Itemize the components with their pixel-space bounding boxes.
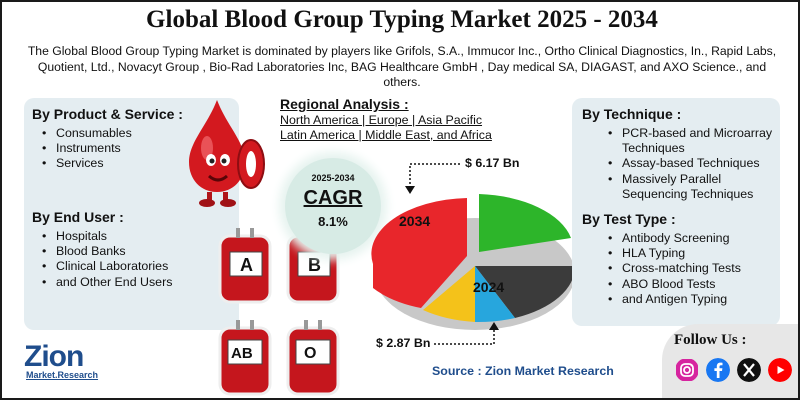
list-item: Cross-matching Tests (606, 261, 774, 276)
cagr-circle (285, 158, 381, 254)
source-text: Source : Zion Market Research (432, 364, 614, 378)
blood-bag-label: AB (231, 345, 253, 362)
end-user-title: By End User : (32, 209, 124, 225)
cagr-years: 2025-2034 (311, 173, 355, 183)
region-line-1: North America | Europe | Asia Pacific (280, 113, 483, 127)
list-item: PCR-based and Microarray Techniques (606, 126, 774, 156)
test-type-list: Antibody Screening HLA Typing Cross-matc… (606, 231, 774, 307)
blood-bag-ab-icon: AB (218, 320, 272, 396)
cagr-label: CAGR (303, 187, 363, 209)
test-type-title: By Test Type : (582, 211, 676, 227)
value-low: $ 2.87 Bn (376, 336, 431, 350)
facebook-icon[interactable] (706, 358, 730, 382)
product-service-list: Consumables Instruments Services (40, 126, 132, 172)
list-item: Clinical Laboratories (40, 259, 172, 274)
product-service-title: By Product & Service : (32, 106, 183, 122)
pie-slice-red (371, 198, 467, 308)
list-item: HLA Typing (606, 246, 774, 261)
blood-bag-label: B (308, 255, 321, 275)
pie-slice-blue (475, 266, 515, 323)
list-item: Instruments (40, 141, 132, 156)
youtube-icon[interactable] (768, 358, 792, 382)
region-line-2: Latin America | Middle East, and Africa (280, 128, 492, 142)
arrow-down-icon (405, 163, 460, 194)
pie-label-2034: 2034 (399, 213, 430, 229)
list-item: and Antigen Typing (606, 292, 774, 307)
pie-slice-yellow (423, 266, 475, 322)
blood-bag-a-icon: A (218, 228, 272, 304)
cagr-value: 8.1% (318, 214, 348, 229)
page-title: Global Blood Group Typing Market 2025 - … (146, 6, 658, 33)
logo: Zion (24, 340, 84, 373)
follow-label: Follow Us : (674, 332, 747, 348)
instagram-icon[interactable] (675, 358, 699, 382)
technique-title: By Technique : (582, 106, 682, 122)
list-item: and Other End Users (40, 275, 172, 290)
list-item: Assay-based Techniques (606, 156, 774, 171)
list-item: Services (40, 156, 132, 171)
list-item: Antibody Screening (606, 231, 774, 246)
blood-bag-label: O (304, 345, 316, 362)
subtitle: The Global Blood Group Typing Market is … (27, 44, 777, 89)
end-user-list: Hospitals Blood Banks Clinical Laborator… (40, 229, 172, 290)
logo-subtext: Market.Research (26, 370, 99, 380)
x-icon[interactable] (737, 358, 761, 382)
list-item: Blood Banks (40, 244, 172, 259)
blood-bag-label: A (240, 255, 253, 275)
blood-drop-mascot-icon (189, 100, 265, 207)
arrow-up-icon (434, 322, 499, 345)
pie-label-2024: 2024 (473, 279, 504, 295)
pie-slice-green (479, 194, 571, 252)
blood-bag-o-icon: O (286, 320, 340, 396)
list-item: ABO Blood Tests (606, 277, 774, 292)
regional-title: Regional Analysis : (280, 96, 409, 112)
technique-list: PCR-based and Microarray Techniques Assa… (606, 126, 774, 202)
list-item: Massively Parallel Sequencing Techniques (606, 172, 774, 202)
pie-chart: 2034 2024 (371, 194, 576, 330)
list-item: Hospitals (40, 229, 172, 244)
pie-slice-gray (475, 266, 576, 318)
list-item: Consumables (40, 126, 132, 141)
value-high: $ 6.17 Bn (465, 156, 520, 170)
